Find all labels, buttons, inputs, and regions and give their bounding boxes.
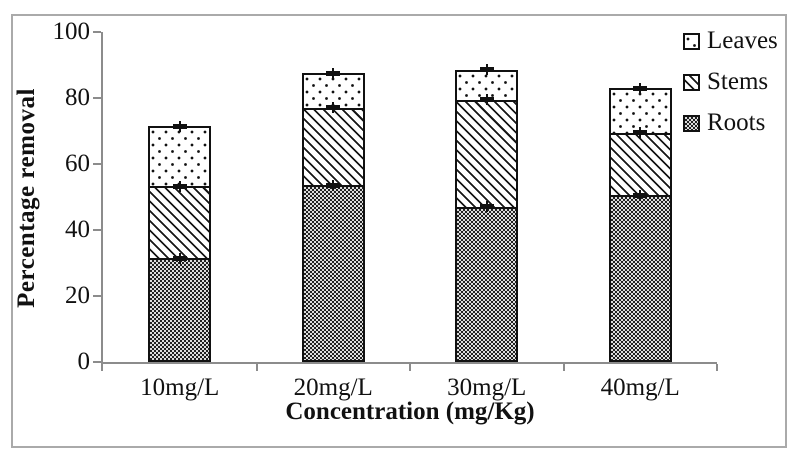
y-tick-label: 0 (77, 348, 91, 375)
y-tick-mark (93, 97, 101, 99)
bar-10mg/L (148, 32, 212, 362)
bar-segment-stems (301, 107, 365, 188)
y-tick-mark (93, 31, 101, 33)
error-bar-cap (633, 130, 648, 136)
bar-segment-leaves (608, 88, 672, 135)
bar-segment-roots (608, 195, 672, 362)
legend-item-roots: Roots (683, 109, 778, 136)
legend-label: Roots (707, 109, 766, 136)
error-bar-cap (326, 182, 341, 188)
error-bar-cap (172, 255, 187, 261)
legend-label: Stems (707, 68, 769, 95)
x-tick-mark (255, 364, 258, 371)
legend: Leaves Stems Roots (683, 27, 778, 152)
bar-segment-roots (301, 185, 365, 362)
error-bar-cap (326, 105, 341, 111)
legend-label: Leaves (707, 27, 778, 54)
plot-area: 0 20 40 60 80 100 10mg/L 20mg/L 30mg/L 40mg/L (53, 18, 718, 401)
x-category-label: 30mg/L (447, 374, 527, 401)
error-bar-cap (633, 192, 648, 198)
y-tick-label: 60 (65, 150, 90, 177)
x-tick-mark (716, 364, 718, 371)
y-tick-mark (93, 361, 101, 363)
legend-item-stems: Stems (683, 68, 778, 95)
y-tick-mark (93, 163, 101, 165)
x-axis-title: Concentration (mg/Kg) (285, 398, 535, 425)
bar-segment-roots (148, 258, 212, 362)
y-tick-label: 100 (52, 18, 91, 45)
bar-40mg/L (608, 32, 672, 362)
x-tick-mark (101, 364, 103, 371)
bar-segment-roots (455, 206, 519, 362)
error-bar-cap (479, 97, 494, 103)
x-category-label: 10mg/L (140, 374, 220, 401)
bar-20mg/L (301, 32, 365, 362)
error-bar-cap (633, 85, 648, 91)
legend-swatch-stems-icon (683, 73, 700, 91)
x-tick-mark (409, 364, 411, 371)
legend-swatch-roots-icon (683, 114, 700, 132)
x-category-label: 40mg/L (600, 374, 680, 401)
x-tick-mark (562, 364, 565, 371)
error-bar-cap (479, 67, 494, 73)
y-axis-title: Percentage removal (13, 88, 40, 308)
x-category-label: 20mg/L (293, 374, 373, 401)
x-axis-line (101, 362, 717, 364)
bar-segment-stems (608, 132, 672, 198)
error-bar-cap (172, 123, 187, 129)
bar-30mg/L (455, 32, 519, 362)
legend-item-leaves: Leaves (683, 27, 778, 54)
y-tick-mark (93, 229, 101, 231)
bar-segment-leaves (148, 126, 212, 189)
y-tick-label: 40 (65, 216, 90, 243)
error-bar-cap (326, 70, 341, 76)
error-bar-cap (479, 204, 494, 210)
legend-swatch-leaves-icon (683, 32, 700, 50)
y-tick-label: 20 (65, 282, 90, 309)
y-tick-label: 80 (65, 84, 90, 111)
bar-segment-stems (148, 186, 212, 261)
bar-segment-stems (455, 99, 519, 209)
y-axis-line (101, 32, 103, 364)
y-tick-mark (93, 295, 101, 297)
error-bar-cap (172, 183, 187, 189)
